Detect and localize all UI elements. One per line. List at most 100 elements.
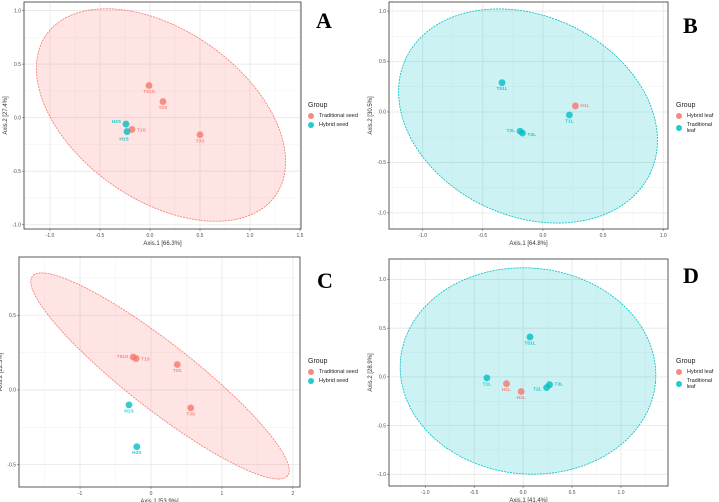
x-tick-label: 0.0 (520, 490, 527, 496)
legend-b: Group Hybrid leaf Traditional leaf (676, 102, 719, 137)
legend-swatch (676, 381, 682, 387)
y-tick-label: 0.0 (379, 110, 386, 116)
x-tick-label: 0.0 (147, 233, 154, 239)
y-tick-label: 0.5 (379, 59, 386, 65)
y-tick-label: -0.5 (377, 423, 386, 429)
x-tick-label: -0.5 (470, 490, 479, 496)
y-tick-label: 0.0 (379, 375, 386, 381)
x-axis-title: Axis.1 [41.4%] (509, 498, 548, 502)
legend-title: Group (676, 358, 696, 365)
panel-letter-b: B (683, 13, 698, 38)
legend-title: Group (308, 358, 328, 365)
x-tick-label: -1.0 (421, 490, 430, 496)
legend-title: Group (676, 102, 696, 109)
legend-label: Hybrid leaf (687, 113, 714, 119)
panel-letter-c: C (317, 268, 333, 293)
legend-item: Hybrid seed (308, 122, 358, 128)
plot-background (19, 257, 300, 487)
panel-letter-a: A (316, 8, 332, 33)
point-label: T1S (137, 127, 147, 133)
y-tick-label: 1.0 (379, 9, 386, 15)
y-tick-label: 1.0 (379, 277, 386, 283)
x-axis-title: Axis.1 [64.8%] (509, 241, 548, 247)
legend-label: Traditional leaf (686, 122, 713, 134)
y-tick-label: -1.0 (12, 222, 21, 228)
y-tick-label: -0.5 (12, 169, 21, 175)
legend-swatch (308, 369, 314, 375)
plot-border (388, 258, 669, 487)
point-label: T51S (117, 354, 129, 360)
plot-background (389, 2, 668, 229)
legend-item: Hybrid seed (308, 378, 358, 384)
data-point (123, 128, 131, 135)
plot-border (23, 1, 302, 230)
x-tick-label: -1 (78, 491, 83, 497)
pcoa-plot-b: -1.0 -0.5 0.0 0.5 1.0 1.0 0.5 0.0 -0.5 -1.0 T51L H1… (368, 1, 669, 247)
point-label: H2S (112, 119, 122, 125)
panel-letter-d: D (683, 263, 699, 288)
x-tick-label: 1.0 (247, 233, 254, 239)
y-axis-title: Axis.2 [27.4%] (3, 96, 9, 135)
panel-c: -1 0 1 2 0.5 0.0 -0.5 T51S T1S T2S T3S H1S H2S Axis.1… (0, 251, 360, 502)
x-tick-label: 1.5 (297, 233, 304, 239)
point-label: H1S (119, 137, 129, 143)
x-tick-label: -1.0 (418, 233, 427, 239)
legend-d: Group Hybrid leaf Traditional leaf (676, 358, 719, 393)
legend-c: Group Traditional seed Hybrid seed (308, 358, 358, 387)
pcoa-plot-d: -1.0 -0.5 0.0 0.5 1.0 1.0 0.5 0.0 -0.5 -1.0 T51L T1… (368, 258, 669, 502)
point-label: T3L (555, 382, 564, 388)
plot-border (18, 256, 301, 488)
data-point (122, 120, 130, 128)
point-label: H2S (132, 450, 142, 456)
legend-item: Traditional leaf (676, 122, 719, 134)
x-tick-label: 0 (150, 491, 153, 497)
legend-a: Group Traditional seed Hybrid seed (308, 102, 358, 131)
y-axis-title: Axis.2 [22.5%] (0, 352, 4, 391)
legend-title: Group (308, 102, 328, 109)
legend-label: Hybrid seed (319, 122, 349, 128)
confidence-ellipse (398, 8, 658, 224)
confidence-ellipse (35, 8, 287, 222)
data-point (133, 443, 141, 451)
y-tick-label: 0.0 (9, 388, 16, 394)
x-axis-title: Axis.1 [66.3%] (143, 241, 182, 247)
confidence-ellipse (399, 267, 657, 475)
data-point (187, 404, 195, 412)
x-tick-label: 1.0 (660, 233, 667, 239)
plot-background (24, 2, 301, 229)
data-point (498, 79, 506, 87)
x-tick-label: 0.5 (197, 233, 204, 239)
y-tick-label: -1.0 (377, 472, 386, 478)
point-label: T2L (507, 128, 516, 134)
point-label: T1S (141, 357, 151, 363)
x-tick-label: -0.5 (96, 233, 105, 239)
data-point (145, 82, 153, 89)
point-label: H1L (502, 387, 511, 393)
data-point (132, 355, 140, 362)
y-axis-title: Axis.2 [30.5%] (368, 96, 374, 135)
legend-label: Hybrid seed (319, 378, 349, 384)
x-tick-label: 1 (221, 491, 224, 497)
data-point (196, 131, 204, 139)
y-tick-label: -0.5 (7, 462, 16, 468)
x-tick-label: -1.0 (46, 233, 55, 239)
y-tick-label: 0.5 (379, 326, 386, 332)
legend-swatch (676, 369, 682, 375)
data-point (546, 381, 553, 389)
point-label: H1S (124, 408, 134, 414)
legend-item: Traditional leaf (676, 378, 719, 390)
legend-swatch (676, 113, 682, 119)
x-tick-label: 0.5 (600, 233, 607, 239)
y-tick-label: 0.5 (14, 62, 21, 68)
pcoa-plot-a: -1.0 -0.5 0.0 0.5 1.0 1.5 1.0 0.5 0.0 -0.5 -1.0 T51… (3, 1, 304, 247)
point-label: T51S (143, 89, 155, 95)
data-point (173, 361, 181, 368)
legend-item: Traditional seed (308, 369, 358, 375)
point-label: T3S (196, 138, 206, 144)
data-point (572, 102, 579, 110)
y-tick-label: -1.0 (377, 211, 386, 217)
point-label: T2S (173, 368, 183, 374)
x-tick-label: 0.5 (569, 490, 576, 496)
point-label: T3L (527, 132, 536, 138)
data-point (483, 374, 491, 382)
